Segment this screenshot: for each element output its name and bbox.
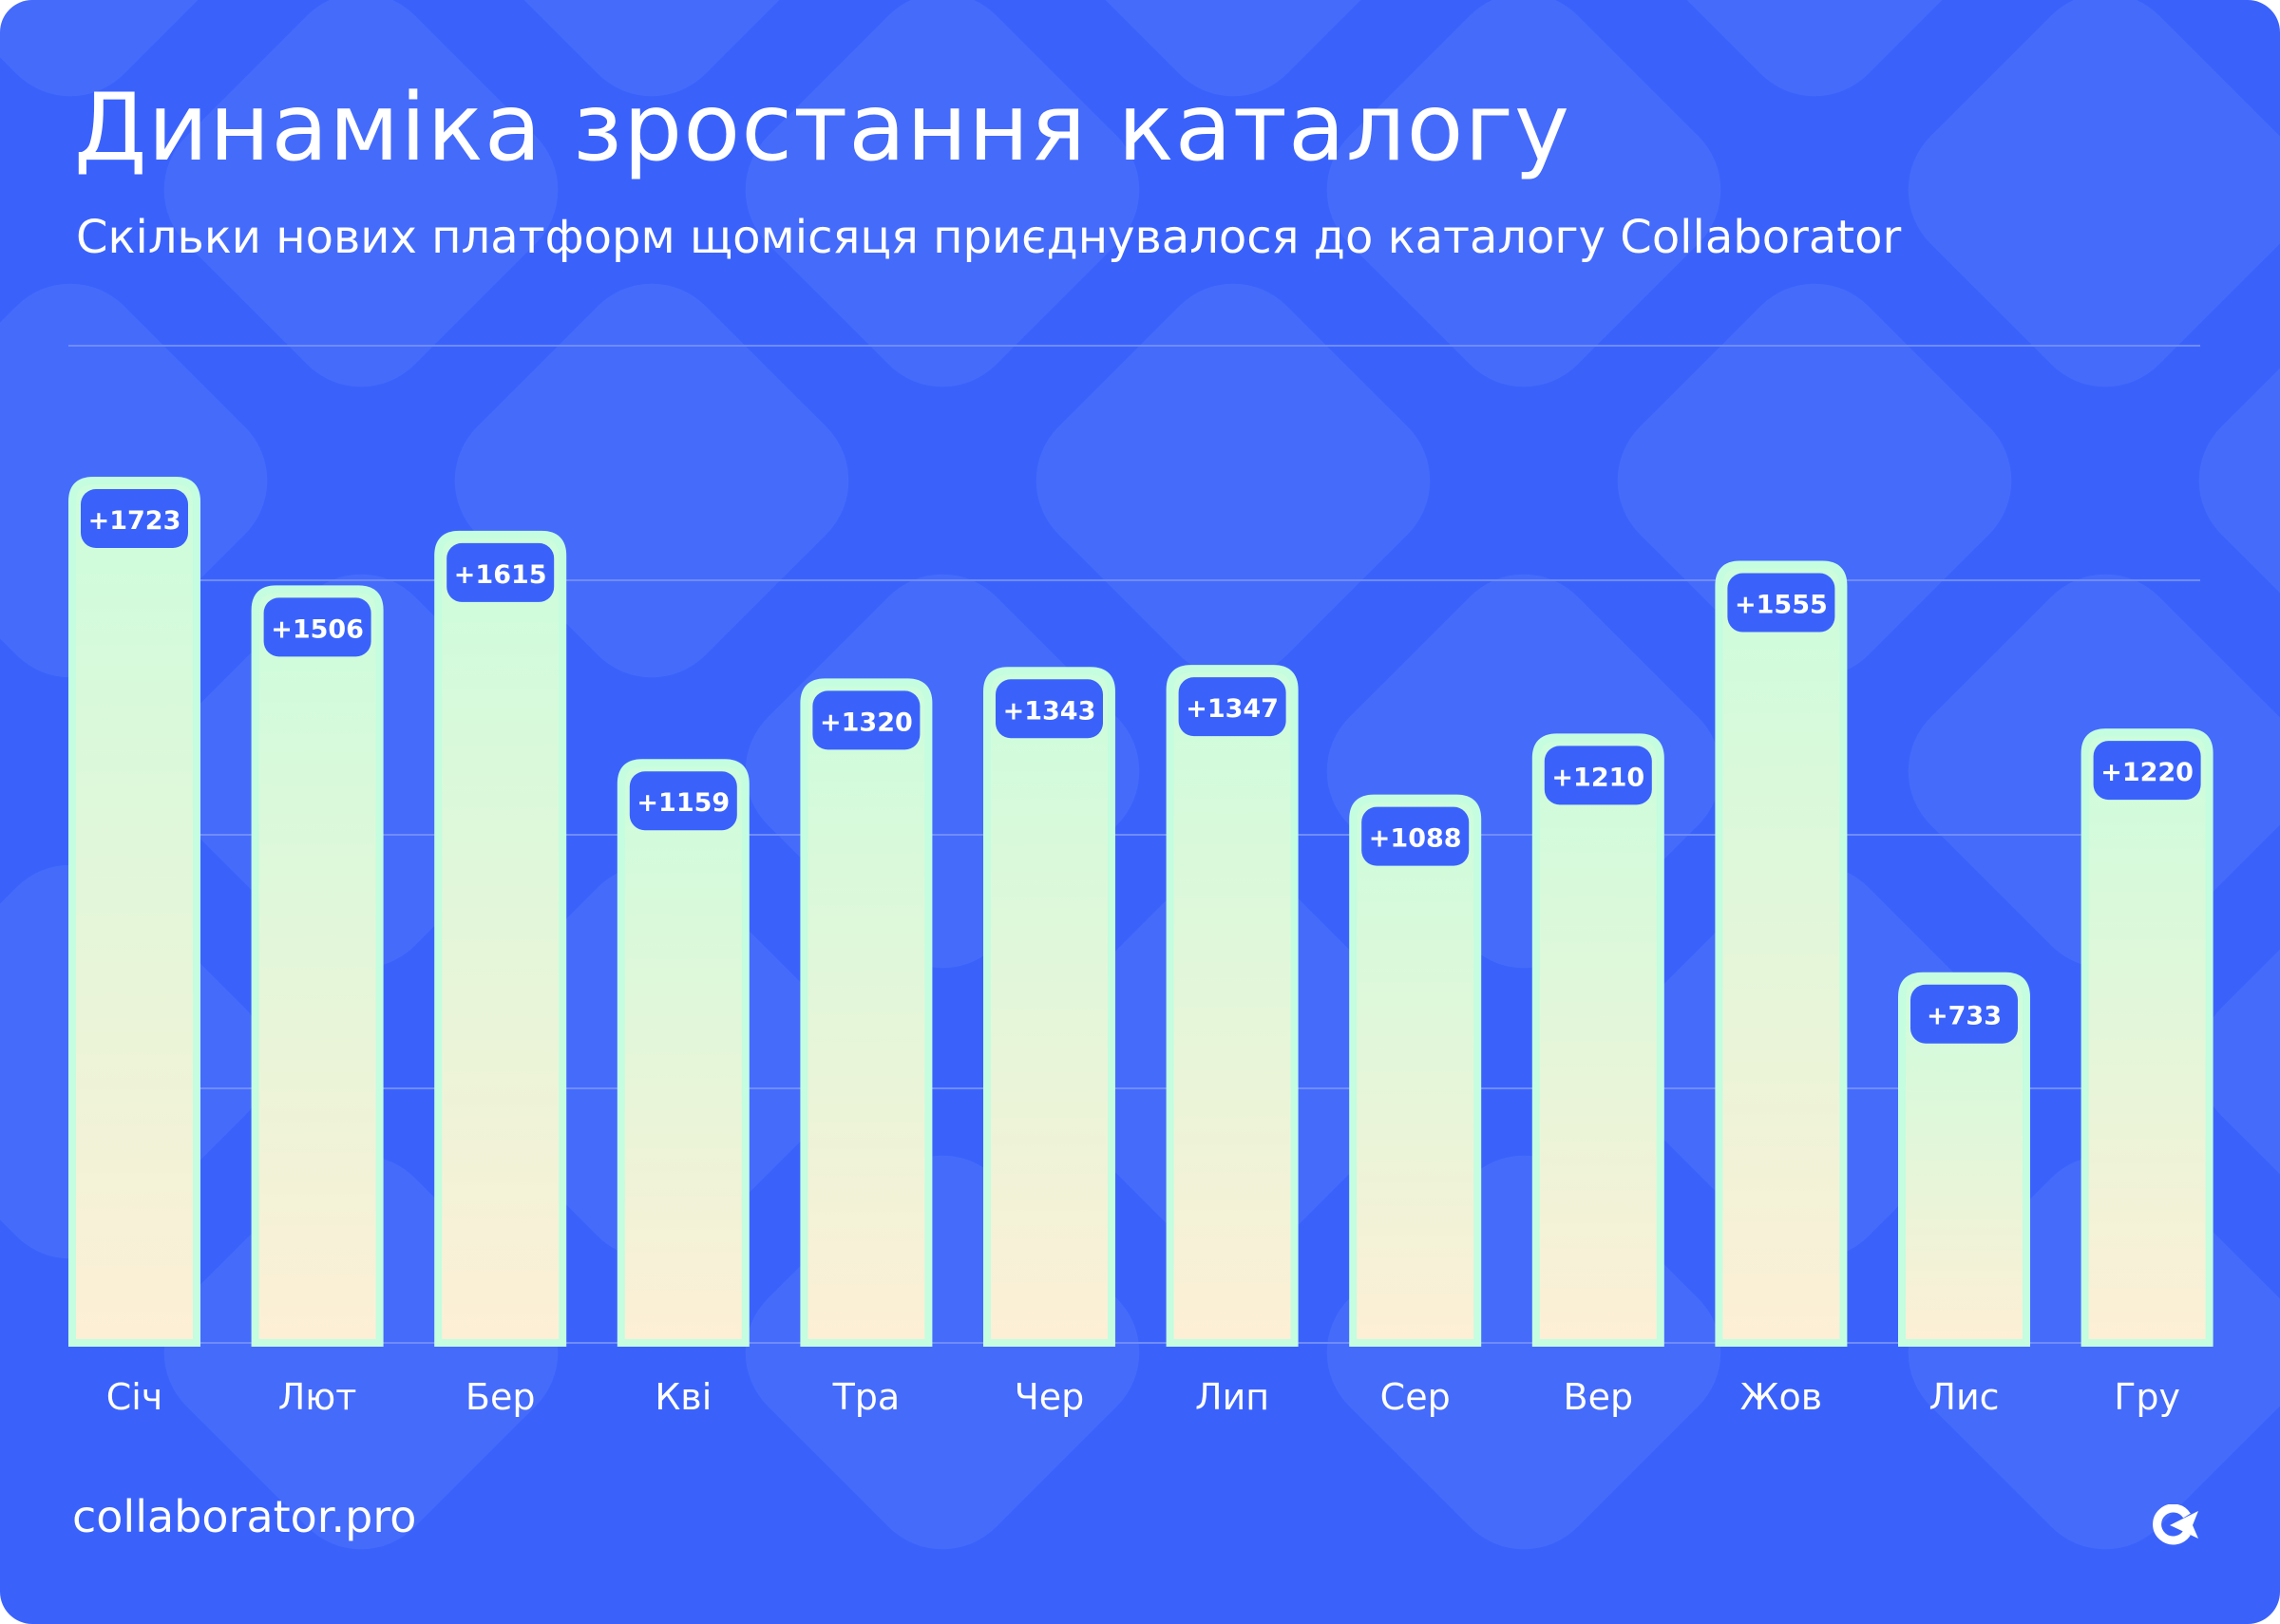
data-label: +733 [1927,1002,2002,1031]
bar [1349,794,1482,1347]
bar-group: +1615 [434,530,567,1347]
data-label-box [1361,806,1470,866]
data-label: +1088 [1369,824,1462,854]
collaborator-logo-icon [2153,1504,2198,1545]
data-label: +1343 [1003,696,1096,726]
bar [1166,665,1299,1347]
bar [617,759,750,1347]
bar-group: +1320 [800,678,933,1347]
bar [1898,972,2030,1347]
x-tick-label: Вер [1564,1376,1634,1418]
bar-group: +1347 [1166,665,1299,1347]
data-label-box [1178,677,1286,737]
bar [2080,728,2214,1347]
bar [983,667,1115,1347]
footer-site-link[interactable]: collaborator.pro [72,1491,417,1542]
chart-title: Динаміка зростання каталогу [74,74,1570,182]
pattern-tile [1908,0,2280,387]
bar-group: +1506 [251,585,384,1347]
x-tick-label: Тра [832,1376,901,1418]
data-label: +1220 [2100,758,2194,787]
data-label: +1723 [88,506,181,536]
x-tick-label: Лис [1928,1376,1999,1418]
data-label-box [1910,984,2018,1044]
x-tick-label: Жов [1740,1376,1823,1418]
bar [434,530,567,1347]
bar-group: +733 [1898,972,2030,1347]
bar-group: +1210 [1531,733,1664,1347]
pattern-tile [1326,0,1721,387]
bar [1531,733,1664,1347]
data-label-box [812,690,921,750]
data-label-box [81,489,188,548]
x-tick-label: Гру [2114,1376,2180,1418]
bar-group: +1220 [2080,728,2214,1347]
bar [68,477,200,1347]
pattern-tile [1036,283,1431,678]
data-label: +1615 [454,560,547,590]
data-label-box [1544,746,1652,805]
bar-group: +1159 [617,759,750,1347]
data-label-box [263,597,371,657]
data-label: +1506 [271,614,364,644]
bar-group: +1343 [983,667,1115,1347]
data-label-box [446,542,555,602]
bar [1715,560,1848,1347]
data-label: +1347 [1186,694,1279,724]
pattern-tile [745,0,1140,387]
data-label-box [996,679,1103,739]
x-tick-label: Чер [1015,1376,1085,1418]
x-tick-label: Бер [466,1376,536,1418]
x-tick-label: Сер [1380,1376,1451,1418]
pattern-tile [163,0,559,387]
x-tick-label: Лют [278,1376,357,1418]
data-label: +1555 [1735,591,1828,620]
data-label: +1210 [1551,763,1644,792]
bar-group: +1088 [1349,794,1482,1347]
x-tick-label: Лип [1195,1376,1269,1418]
x-tick-label: Кві [655,1376,712,1418]
data-label-box [1727,573,1835,633]
data-label: +1320 [820,708,913,737]
bar [800,678,933,1347]
data-label-box [629,771,737,831]
x-tick-label: Січ [106,1376,163,1418]
chart-subtitle: Скільки нових платформ щомісяця приєднув… [76,211,1902,264]
bar [251,585,384,1347]
data-label-box [2093,741,2201,801]
bar-group: +1723 [68,477,200,1347]
data-label: +1159 [636,788,730,818]
bar-group: +1555 [1715,560,1848,1347]
